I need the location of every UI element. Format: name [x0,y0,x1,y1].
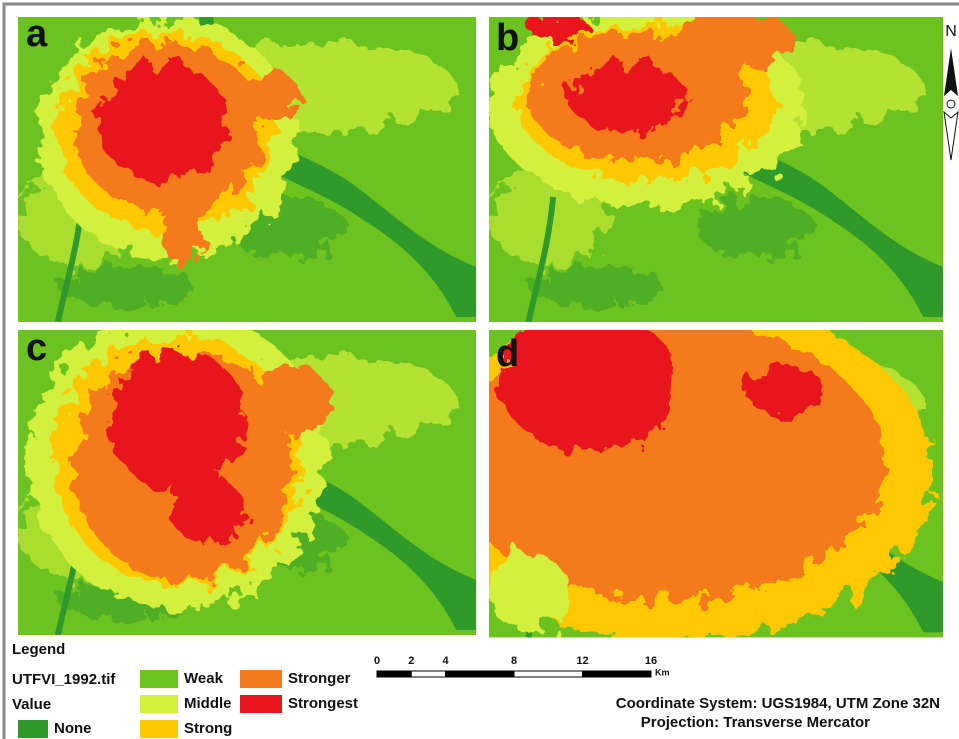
legend-label: Strong [184,720,232,737]
legend-swatch [18,720,48,738]
projection: Projection: Transverse Mercator [641,714,870,731]
legend-label: Stronger [288,670,351,687]
legend-swatch [140,695,178,713]
scale-segment [514,671,583,677]
map-figure: a b c d N Legend UTFVI_1992.tif Value Co… [0,0,959,739]
legend-swatch [240,670,282,688]
legend-label: Strongest [288,695,358,712]
map-panel-a [18,17,476,322]
coordinate-system: Coordinate System: UGS1984, UTM Zone 32N [616,695,940,712]
legend-swatch [140,670,178,688]
north-label: N [945,23,957,40]
scale-tick-label: 2 [408,655,414,667]
scale-tick-label: 8 [511,655,517,667]
map-panel-b [489,7,943,322]
legend-label: Weak [184,670,224,687]
scale-tick-label: 12 [576,655,588,667]
map-panel-c [18,310,476,635]
scale-tick-label: 16 [645,655,657,667]
scale-segment [583,671,652,677]
panel-label: d [496,333,519,375]
legend-field: Value [12,696,51,713]
scale-segment [377,671,411,677]
scale-tick-label: 4 [442,655,449,667]
panel-label: b [496,17,519,59]
north-arrow: N [944,23,958,160]
legend-swatch [140,720,178,738]
legend-swatch [240,695,282,713]
scale-segment [446,671,515,677]
legend-label: Middle [184,695,232,712]
legend-title: Legend [12,641,65,658]
panel-label: a [26,13,48,55]
scale-unit: Km [655,667,670,677]
panel-label: c [26,327,47,369]
legend-layer: UTFVI_1992.tif [12,671,116,688]
legend-label: None [54,720,92,737]
scale-segment [411,671,445,677]
scale-tick-label: 0 [374,655,380,667]
